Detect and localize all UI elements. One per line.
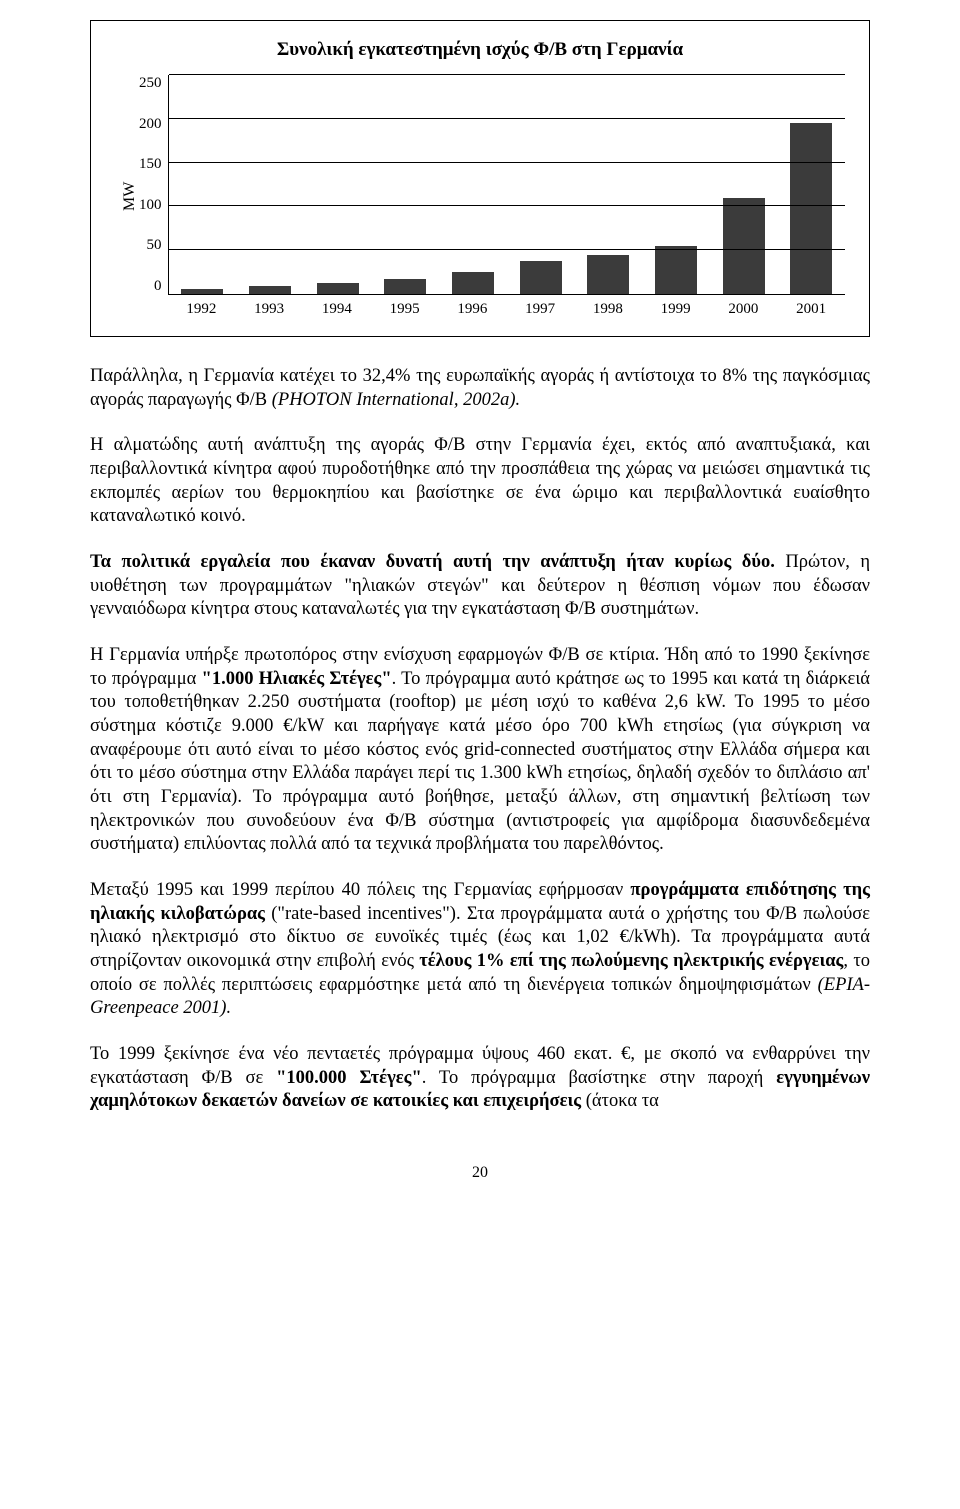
- bar-slot: [304, 75, 372, 294]
- bar-slot: [169, 75, 237, 294]
- citation: (PHOTON International, 2002a).: [272, 390, 520, 410]
- paragraph-3: Τα πολιτικά εργαλεία που έκαναν δυνατή α…: [90, 551, 870, 622]
- bar: [790, 123, 832, 294]
- xtick: 2001: [777, 301, 845, 318]
- bar-slot: [236, 75, 304, 294]
- bar-slot: [507, 75, 575, 294]
- bold-text: τέλους 1% επί της πωλούμενης ηλεκτρικής …: [419, 951, 843, 971]
- paragraph-2: Η αλματώδης αυτή ανάπτυξη της αγοράς Φ/Β…: [90, 434, 870, 529]
- xtick: 1996: [439, 301, 507, 318]
- xtick: 1995: [371, 301, 439, 318]
- chart-title: Συνολική εγκατεστημένη ισχύς Φ/Β στη Γερ…: [115, 39, 845, 61]
- bar-slot: [642, 75, 710, 294]
- paragraph-1: Παράλληλα, η Γερμανία κατέχει το 32,4% τ…: [90, 365, 870, 412]
- paragraph-5: Μεταξύ 1995 και 1999 περίπου 40 πόλεις τ…: [90, 879, 870, 1021]
- ytick: 150: [139, 156, 162, 173]
- bar-slot: [574, 75, 642, 294]
- bar: [317, 283, 359, 294]
- bar-slot: [439, 75, 507, 294]
- text: . Το πρόγραμμα βασίστηκε στην παροχή: [422, 1068, 777, 1088]
- bar: [587, 255, 629, 294]
- bar: [655, 246, 697, 294]
- bar: [452, 272, 494, 294]
- bar: [723, 198, 765, 294]
- xtick: 1999: [642, 301, 710, 318]
- ytick: 50: [147, 237, 162, 254]
- paragraph-4: Η Γερμανία υπήρξε πρωτοπόρος στην ενίσχυ…: [90, 644, 870, 857]
- paragraph-6: Το 1999 ξεκίνησε ένα νέο πενταετές πρόγρ…: [90, 1043, 870, 1114]
- bar-slot: [371, 75, 439, 294]
- ytick: 0: [154, 278, 162, 295]
- bold-text: "1.000 Ηλιακές Στέγες": [202, 669, 392, 689]
- page-number: 20: [90, 1164, 870, 1182]
- bar: [249, 286, 291, 294]
- text: Μεταξύ 1995 και 1999 περίπου 40 πόλεις τ…: [90, 880, 630, 900]
- ytick: 100: [139, 197, 162, 214]
- chart-y-ticks: 250 200 150 100 50 0: [139, 75, 168, 295]
- chart-x-ticks: 1992199319941995199619971998199920002001: [168, 301, 846, 318]
- ytick: 250: [139, 75, 162, 92]
- pv-germany-chart: Συνολική εγκατεστημένη ισχύς Φ/Β στη Γερ…: [90, 20, 870, 337]
- bar: [181, 289, 223, 294]
- xtick: 1992: [168, 301, 236, 318]
- bar: [384, 279, 426, 294]
- bar-slot: [777, 75, 845, 294]
- bar: [520, 261, 562, 294]
- chart-y-label: MW: [115, 75, 139, 318]
- chart-bars: [169, 75, 846, 294]
- xtick: 1994: [303, 301, 371, 318]
- bold-text: Τα πολιτικά εργαλεία που έκαναν δυνατή α…: [90, 552, 785, 572]
- xtick: 2000: [710, 301, 778, 318]
- xtick: 1993: [235, 301, 303, 318]
- ytick: 200: [139, 116, 162, 133]
- chart-plot-area: [168, 75, 846, 295]
- xtick: 1998: [574, 301, 642, 318]
- bold-text: "100.000 Στέγες": [276, 1068, 422, 1088]
- xtick: 1997: [506, 301, 574, 318]
- text: . Το πρόγραμμα αυτό κράτησε ως το 1995 κ…: [90, 669, 870, 855]
- bar-slot: [710, 75, 778, 294]
- text: (άτοκα τα: [581, 1091, 659, 1111]
